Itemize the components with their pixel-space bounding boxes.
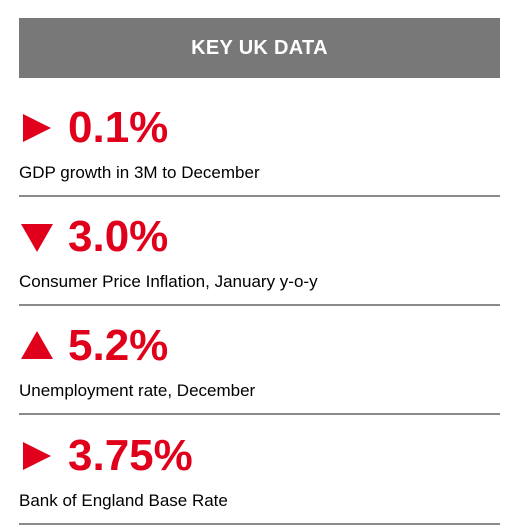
page-title: KEY UK DATA	[191, 36, 328, 59]
stat-value: 3.75%	[68, 431, 193, 480]
stat-value: 3.0%	[68, 212, 169, 261]
stat-value-row: 5.2%	[19, 321, 168, 371]
right-triangle-icon	[19, 110, 55, 146]
down-triangle-icon	[19, 219, 55, 255]
stat-value-row: 0.1%	[19, 103, 168, 153]
stat-value-row: 3.75%	[19, 431, 193, 481]
up-triangle-icon	[19, 328, 55, 364]
stat-value: 5.2%	[68, 321, 169, 370]
stat-value-row: 3.0%	[19, 212, 168, 262]
header-banner: KEY UK DATA	[19, 18, 500, 78]
divider	[19, 523, 500, 525]
stat-label: Unemployment rate, December	[19, 381, 256, 400]
divider	[19, 304, 500, 306]
divider	[19, 195, 500, 197]
stat-value: 0.1%	[68, 103, 169, 152]
stat-label: Consumer Price Inflation, January y-o-y	[19, 272, 318, 291]
stat-label: GDP growth in 3M to December	[19, 163, 260, 182]
right-triangle-icon	[19, 438, 55, 474]
stat-label: Bank of England Base Rate	[19, 491, 228, 510]
divider	[19, 413, 500, 415]
